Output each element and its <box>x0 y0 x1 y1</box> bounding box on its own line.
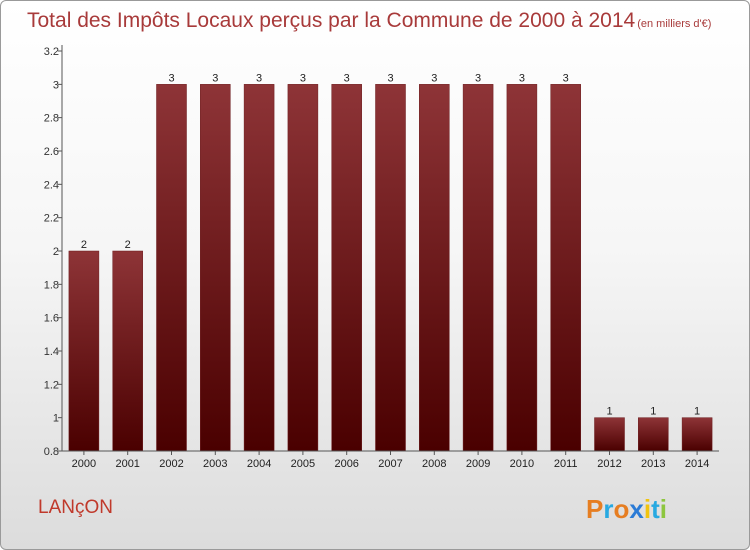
logo-letter: i <box>660 494 667 524</box>
bar-2000 <box>68 250 100 452</box>
x-tick-label-2014: 2014 <box>685 458 709 470</box>
bar-2014 <box>681 417 713 452</box>
logo-letter: x <box>629 494 644 524</box>
y-tick-label: 0.8 <box>44 446 59 458</box>
data-label-2010: 3 <box>519 72 525 84</box>
y-tick-label: 1.8 <box>44 279 59 291</box>
bar-2009 <box>462 84 494 452</box>
logo-letter: o <box>613 494 629 524</box>
commune-name: LANçON <box>38 497 113 518</box>
data-label-2011: 3 <box>563 72 569 84</box>
data-label-2007: 3 <box>387 72 393 84</box>
data-label-2001: 2 <box>125 239 131 251</box>
bar-2007 <box>375 84 406 452</box>
y-tick-label: 2.2 <box>44 213 59 225</box>
x-tick-label-2010: 2010 <box>510 458 534 470</box>
data-label-2004: 3 <box>256 72 262 84</box>
bar-2001 <box>112 250 143 452</box>
y-tick-label: 2.4 <box>44 179 59 191</box>
x-tick-label-2009: 2009 <box>466 458 490 470</box>
y-tick-label: 2.6 <box>44 146 59 158</box>
bar-2010 <box>506 84 538 452</box>
bar-2012 <box>594 417 625 452</box>
logo-letter: i <box>644 494 651 524</box>
x-tick-label-2005: 2005 <box>291 458 315 470</box>
y-tick-label: 3 <box>53 79 59 91</box>
y-tick-label: 1.6 <box>44 313 59 325</box>
x-tick-label-2007: 2007 <box>378 458 402 470</box>
bar-2013 <box>638 417 669 452</box>
chart-title-text: Total des Impôts Locaux perçus par la Co… <box>27 9 636 32</box>
data-label-2014: 1 <box>694 406 700 418</box>
x-tick-label-2001: 2001 <box>115 458 139 470</box>
y-tick-label: 1 <box>53 413 59 425</box>
y-axis: 0.8 1 1.2 1.4 1.6 1.8 2 2.2 2.4 2.6 2.8 3 3.2 <box>44 45 63 458</box>
x-tick-label-2004: 2004 <box>247 458 271 470</box>
bars <box>68 84 713 452</box>
bar-2002 <box>156 84 187 452</box>
logo-letter: P <box>586 494 603 524</box>
bar-2008 <box>419 84 450 452</box>
chart-unit-note: (en milliers d'€) <box>637 18 711 30</box>
bar-2006 <box>331 84 362 452</box>
x-tick-label-2011: 2011 <box>554 458 578 470</box>
logo-letter: t <box>651 494 660 524</box>
bar-2005 <box>287 84 319 452</box>
x-axis: 2000 2001 2002 2003 2004 2005 2006 2007 2008 2009… <box>62 450 719 470</box>
data-label-2008: 3 <box>431 72 437 84</box>
y-tick-label: 1.2 <box>44 379 59 391</box>
data-label-2002: 3 <box>168 72 174 84</box>
logo-letter: r <box>603 494 613 524</box>
y-tick-label: 3.2 <box>44 46 59 58</box>
data-label-2003: 3 <box>212 72 218 84</box>
chart-title: Total des Impôts Locaux perçus par la Co… <box>27 9 711 32</box>
data-label-2000: 2 <box>81 239 87 251</box>
bar-2011 <box>550 84 581 452</box>
y-tick-label: 2 <box>53 246 59 258</box>
proxiti-logo: Proxiti <box>586 494 667 524</box>
y-tick-label: 1.4 <box>44 346 59 358</box>
x-tick-label-2006: 2006 <box>334 458 358 470</box>
data-label-2012: 1 <box>606 406 612 418</box>
x-tick-label-2000: 2000 <box>72 458 96 470</box>
x-tick-label-2008: 2008 <box>422 458 446 470</box>
data-label-2005: 3 <box>300 72 306 84</box>
data-label-2013: 1 <box>650 406 656 418</box>
data-label-2006: 3 <box>344 72 350 84</box>
x-tick-label-2003: 2003 <box>203 458 227 470</box>
bar-2003 <box>200 84 231 452</box>
x-tick-label-2012: 2012 <box>597 458 621 470</box>
data-label-2009: 3 <box>475 72 481 84</box>
x-tick-label-2002: 2002 <box>159 458 183 470</box>
x-tick-label-2013: 2013 <box>641 458 665 470</box>
data-labels: 2 2 3 3 3 3 3 3 3 3 3 3 1 1 1 <box>81 72 700 417</box>
y-tick-label: 2.8 <box>44 113 59 125</box>
bar-2004 <box>243 84 275 452</box>
